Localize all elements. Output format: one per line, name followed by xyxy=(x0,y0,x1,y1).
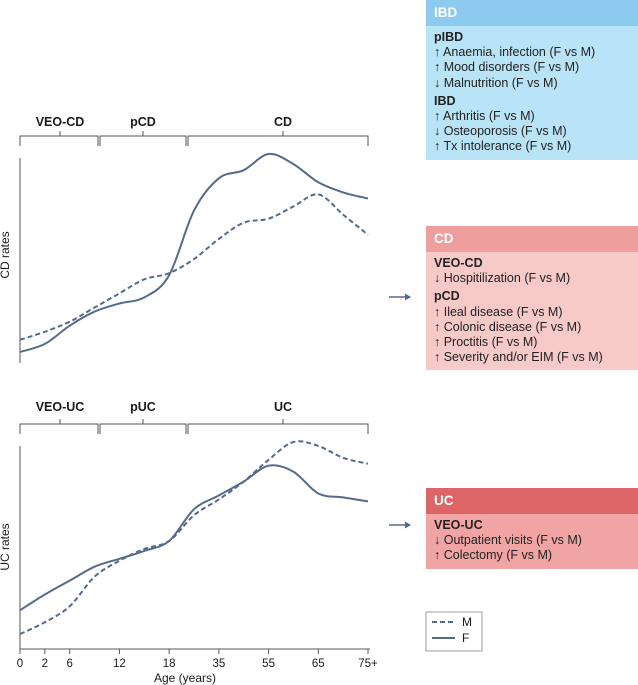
x-tick-label: 65 xyxy=(312,658,325,670)
legend-f-label: F xyxy=(462,631,469,645)
box-section-heading: pIBD xyxy=(434,30,464,44)
uc-phase-label-adult: UC xyxy=(274,400,292,414)
cd-series-m-line xyxy=(19,193,369,341)
cd-box: CD VEO-CD ↓ Hospitilization (F vs M) pCD ↑ … xyxy=(426,226,638,371)
x-tick-label: 12 xyxy=(113,658,126,670)
cd-series-f-line xyxy=(19,152,369,353)
uc-box: UC VEO-UC ↓ Outpatient visits (F vs M) ↑ C… xyxy=(426,488,638,569)
uc-series-f-line xyxy=(19,464,369,612)
cd-phase-label-adult: CD xyxy=(274,115,292,129)
box-list-item: ↑ Colonic disease (F vs M) xyxy=(434,319,582,334)
ibd-box-title: IBD xyxy=(426,0,638,26)
box-list-item: ↓ Osteoporosis (F vs M) xyxy=(434,124,567,139)
box-list-item: ↓ Malnutrition (F vs M) xyxy=(434,75,558,90)
uc-phase-bracket xyxy=(19,419,369,434)
cd-phase-label-veo: VEO-CD xyxy=(36,115,85,129)
box-list-item: ↑ Proctitis (F vs M) xyxy=(434,335,538,350)
box-list-item: ↑ Severity and/or EIM (F vs M) xyxy=(434,350,603,365)
box-list-item: ↑ Colectomy (F vs M) xyxy=(434,548,553,563)
x-axis: 0 2 6 12 18 35 55 65 75+ Age (years) xyxy=(17,648,378,685)
uc-box-body: VEO-UC ↓ Outpatient visits (F vs M) ↑ Cole… xyxy=(426,514,638,569)
x-tick-label: 75+ xyxy=(358,658,378,670)
x-tick-label: 55 xyxy=(262,658,275,670)
x-tick-label: 6 xyxy=(67,658,73,670)
arrow-icon xyxy=(389,521,411,529)
arrow-icon xyxy=(389,293,411,301)
uc-chart: VEO-UC pUC UC UC rates xyxy=(0,400,369,649)
box-section-heading: VEO-UC xyxy=(434,518,483,532)
box-section-heading: pCD xyxy=(434,289,460,304)
x-tick-label: 0 xyxy=(17,658,23,670)
box-list-item: ↓ Outpatient visits (F vs M) xyxy=(434,533,582,548)
ibd-box-body: pIBD ↑ Anaemia, infection (F vs M) ↑ Mood … xyxy=(426,26,638,160)
cd-phase-bracket xyxy=(19,131,369,146)
cd-box-body: VEO-CD ↓ Hospitilization (F vs M) pCD ↑ Ile… xyxy=(426,252,638,370)
box-section-heading: IBD xyxy=(434,93,456,108)
uc-series-m-line xyxy=(19,440,369,635)
box-list-item: ↑ Arthritis (F vs M) xyxy=(434,109,535,124)
x-tick-label: 2 xyxy=(42,658,48,670)
box-list-item: ↑ Mood disorders (F vs M) xyxy=(434,60,580,75)
box-list-item: ↓ Hospitilization (F vs M) xyxy=(434,271,571,286)
cd-y-label: CD rates xyxy=(0,231,12,278)
ibd-box: IBD pIBD ↑ Anaemia, infection (F vs M) ↑ M… xyxy=(426,0,638,160)
x-tick-label: 35 xyxy=(212,658,225,670)
box-list-item: ↑ Ileal disease (F vs M) xyxy=(434,304,563,319)
cd-phase-label-p: pCD xyxy=(130,115,156,129)
uc-box-title: UC xyxy=(426,488,638,514)
box-section-heading: VEO-CD xyxy=(434,256,483,270)
legend: M F xyxy=(425,611,483,652)
legend-m-label: M xyxy=(462,615,472,629)
uc-phase-label-p: pUC xyxy=(130,400,156,414)
x-tick-label: 18 xyxy=(163,658,176,670)
box-list-item: ↑ Tx intolerance (F vs M) xyxy=(434,139,572,154)
uc-phase-label-veo: VEO-UC xyxy=(36,400,85,414)
x-axis-label: Age (years) xyxy=(154,671,216,685)
uc-y-label: UC rates xyxy=(0,523,12,570)
cd-chart: VEO-CD pCD CD CD rates xyxy=(0,115,369,363)
cd-box-title: CD xyxy=(426,226,638,252)
box-list-item: ↑ Anaemia, infection (F vs M) xyxy=(434,45,596,60)
